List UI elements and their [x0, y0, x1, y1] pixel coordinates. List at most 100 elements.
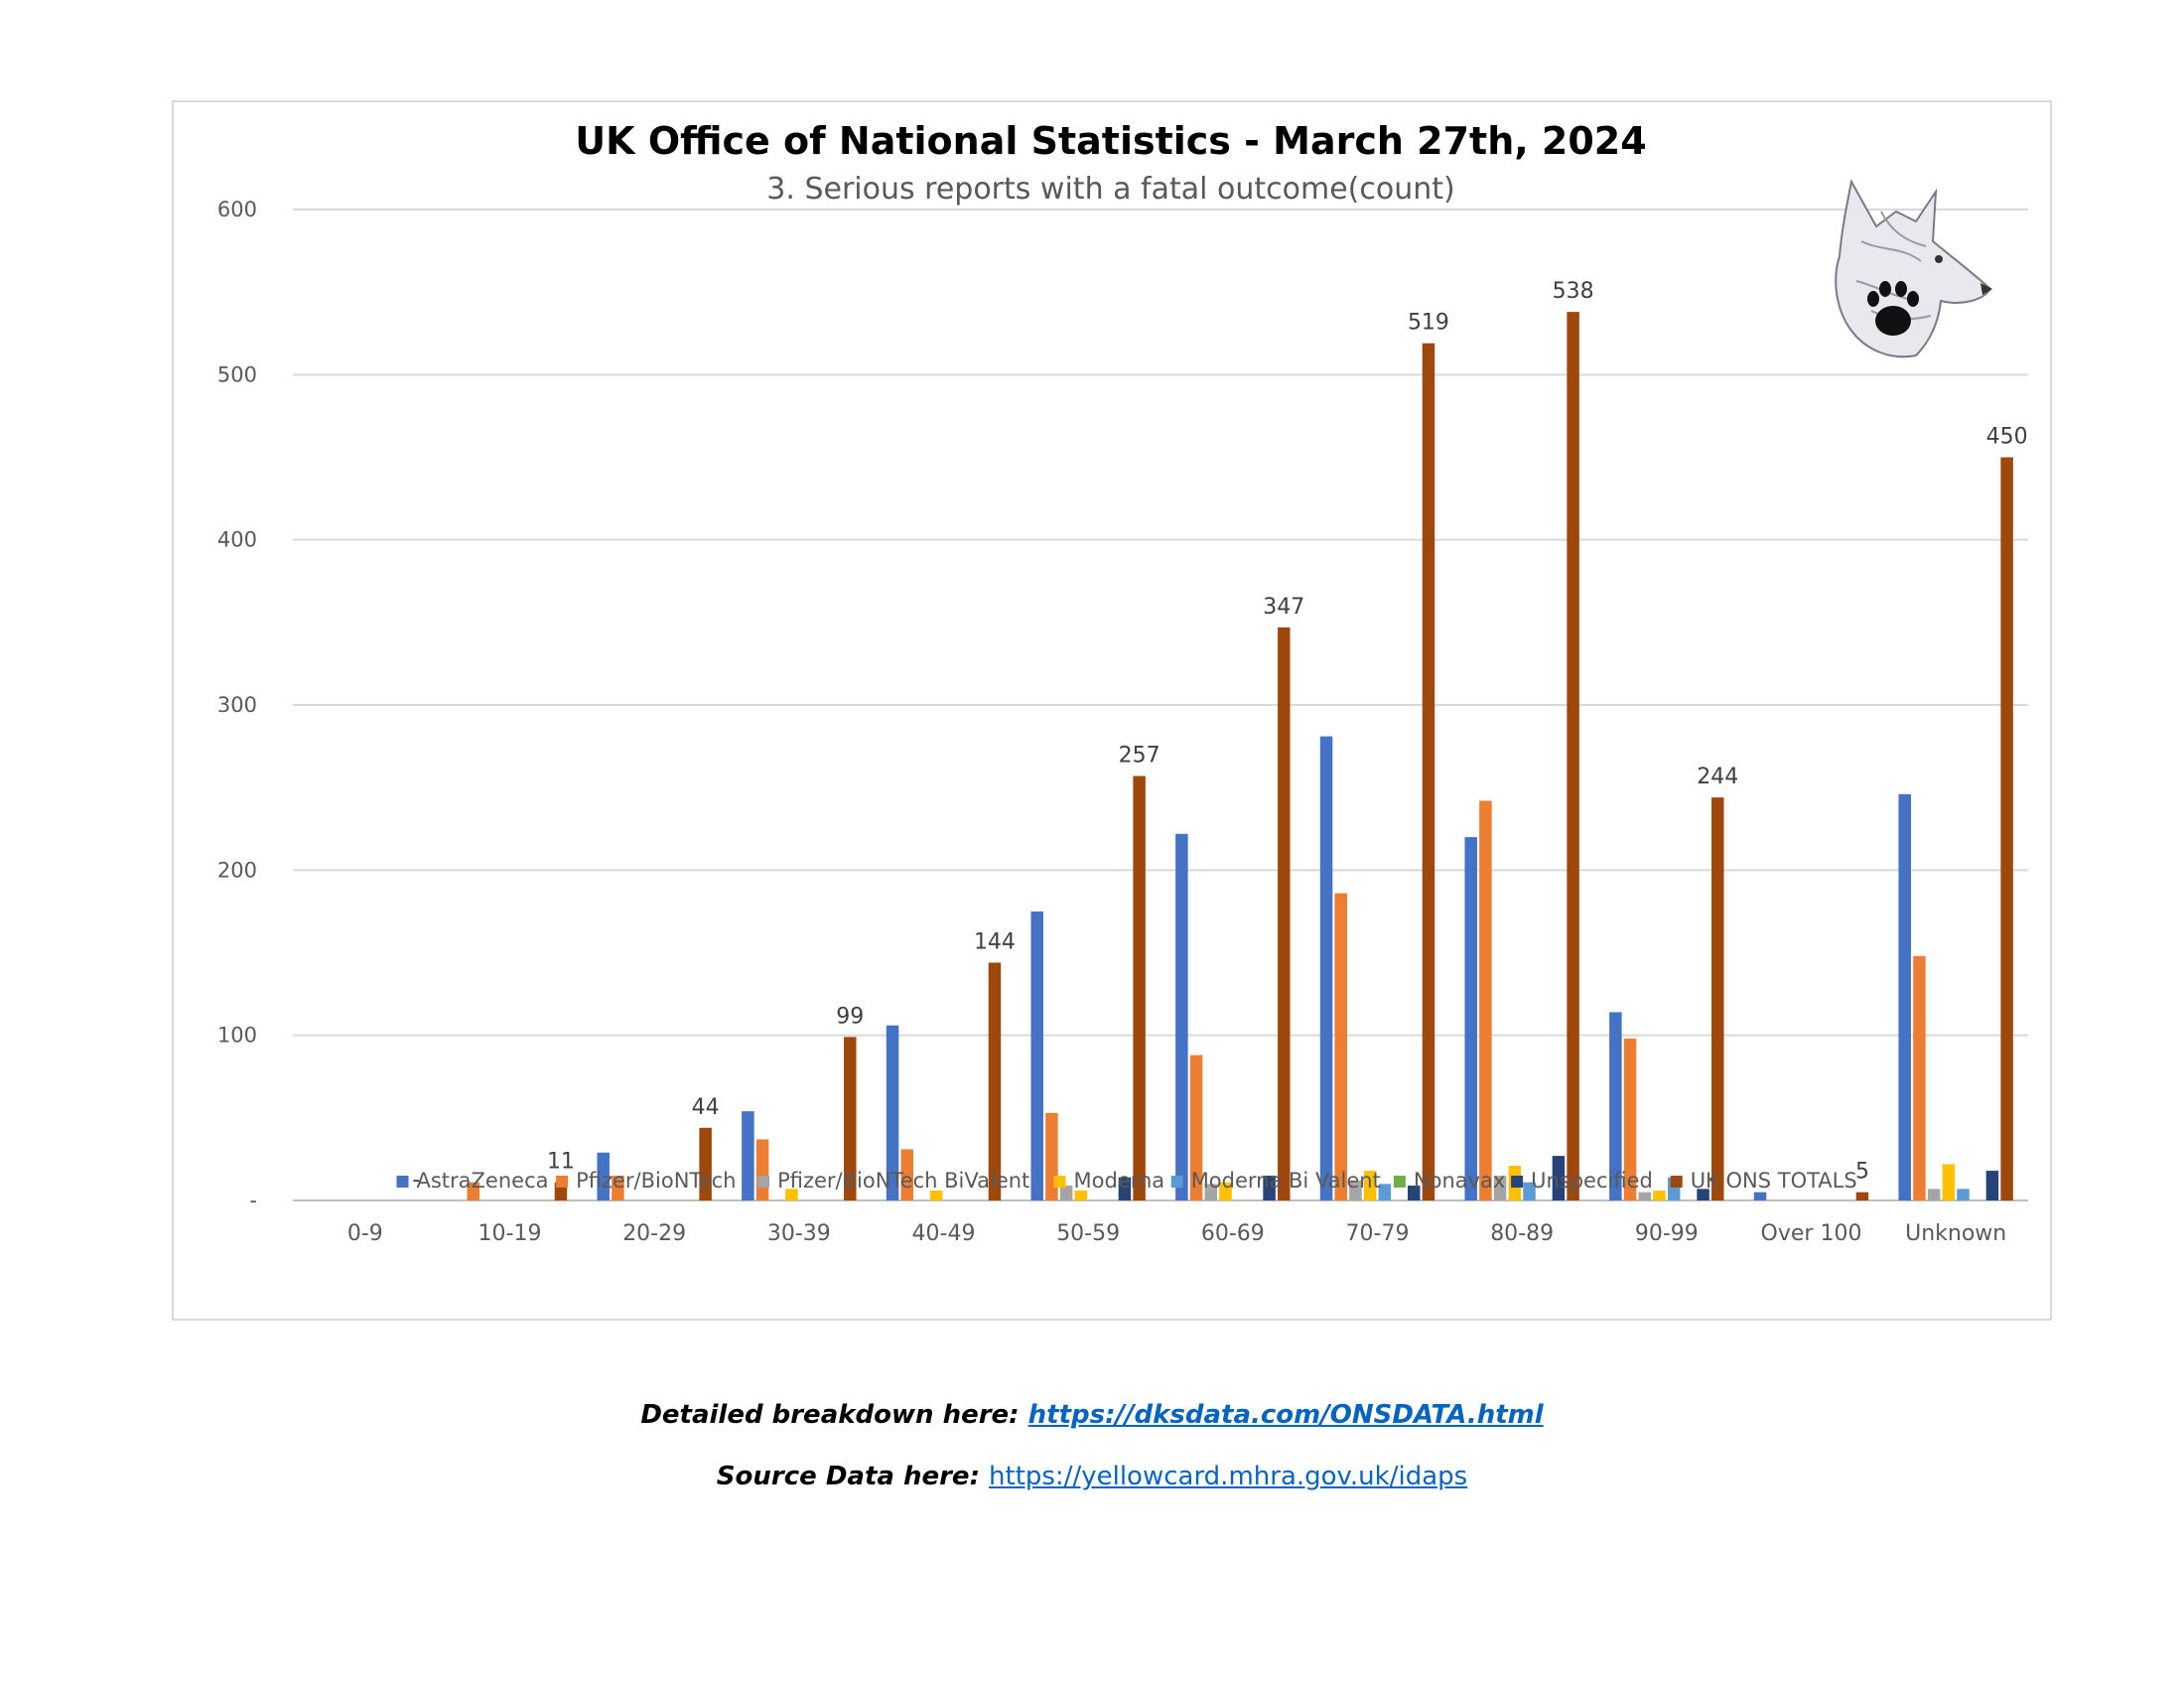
category-label: 30-39 [767, 1221, 831, 1246]
legend-item: Pfizer/BioNTech [556, 1169, 736, 1193]
bar [886, 1025, 899, 1200]
bar [597, 1152, 610, 1200]
category-label: 70-79 [1346, 1221, 1410, 1246]
source-line: Source Data here: https://yellowcard.mhr… [0, 1462, 2184, 1491]
category-label: 80-89 [1490, 1221, 1554, 1246]
bar [1408, 1186, 1421, 1200]
bar [1552, 1156, 1566, 1200]
total-data-label: 11 [547, 1150, 575, 1175]
bar [1711, 797, 1724, 1200]
bar [1189, 1055, 1203, 1200]
legend-label: Pfizer/BioNTech BiValent [777, 1169, 1029, 1193]
breakdown-line: Detailed breakdown here: https://dksdata… [0, 1400, 2184, 1430]
data-labels: - 11 44 99 144 257 347 519 538 244 5 450 [412, 279, 2027, 1193]
gridlines [293, 209, 2028, 1201]
bars [467, 312, 2013, 1200]
source-link[interactable]: https://yellowcard.mhra.gov.uk/idaps [989, 1462, 1468, 1491]
y-tick-label: - [249, 1189, 257, 1212]
legend-swatch [757, 1176, 770, 1188]
category-label: 40-49 [912, 1221, 976, 1246]
bar [1638, 1192, 1652, 1200]
bar [1319, 736, 1333, 1200]
total-data-label: 244 [1697, 765, 1738, 789]
legend-item: Pfizer/BioNTech BiValent [757, 1169, 1029, 1193]
category-label: 60-69 [1201, 1221, 1265, 1246]
bar [1464, 837, 1477, 1200]
bar [612, 1176, 624, 1200]
bar [1523, 1182, 1536, 1200]
category-label: 20-29 [622, 1221, 686, 1246]
breakdown-link[interactable]: https://dksdata.com/ONSDATA.html [1027, 1400, 1544, 1430]
total-data-label: 347 [1263, 595, 1304, 620]
y-tick-label: 600 [217, 198, 257, 221]
y-tick-label: 300 [217, 693, 257, 717]
bar [1957, 1189, 1970, 1200]
bar [742, 1111, 754, 1200]
bar [699, 1127, 712, 1200]
bar [1942, 1164, 1956, 1200]
y-tick-label: 500 [217, 362, 257, 386]
bar [1913, 955, 1926, 1200]
legend: AstraZeneca Pfizer/BioNTech Pfizer/BioNTec… [396, 1169, 1857, 1193]
bar [1493, 1176, 1507, 1200]
bar [1378, 1184, 1392, 1200]
legend-label: Nonavax [1414, 1169, 1505, 1193]
bar [1133, 775, 1146, 1200]
bar [1479, 800, 1492, 1200]
y-tick-label: 400 [217, 528, 257, 552]
bar [1175, 833, 1188, 1200]
bar [900, 1149, 913, 1200]
bar [1278, 627, 1291, 1200]
category-label: 0-9 [347, 1221, 383, 1246]
bar [988, 962, 1002, 1200]
category-label: 10-19 [478, 1221, 542, 1246]
bar [1030, 911, 1043, 1200]
legend-item: Nonavax [1393, 1169, 1505, 1193]
bar [467, 1182, 479, 1200]
legend-swatch [1393, 1176, 1406, 1188]
bar [1623, 1038, 1637, 1200]
chart-frame: UK Office of National Statistics - March… [172, 100, 2052, 1321]
bar [1898, 793, 1911, 1200]
bar [1985, 1171, 1999, 1200]
chart-subtitle: 3. Serious reports with a fatal outcome(… [766, 172, 1454, 207]
legend-item: UK ONS TOTALS [1670, 1169, 1857, 1193]
source-label: Source Data here: [716, 1462, 990, 1491]
category-label: 90-99 [1635, 1221, 1699, 1246]
y-tick-label: 100 [217, 1024, 257, 1048]
legend-label: Moderna Bi Valent [1191, 1169, 1381, 1193]
bar [1118, 1177, 1132, 1200]
total-data-label: 44 [692, 1095, 720, 1120]
category-label: Unknown [1905, 1221, 2006, 1246]
bar [1609, 1012, 1622, 1200]
legend-swatch [1511, 1176, 1524, 1188]
bar [1422, 343, 1435, 1200]
total-data-label: 450 [1986, 425, 2028, 450]
total-data-label: - [412, 1168, 420, 1193]
y-tick-label: 200 [217, 858, 257, 882]
total-data-label: 144 [974, 929, 1016, 954]
legend-item: Moderna Bi Valent [1170, 1169, 1381, 1193]
bar [1059, 1186, 1073, 1200]
category-label: Over 100 [1761, 1221, 1862, 1246]
total-data-label: 99 [836, 1004, 864, 1029]
bar [1263, 1176, 1276, 1200]
legend-swatch [1670, 1176, 1683, 1188]
legend-item: Moderna [1053, 1169, 1164, 1193]
legend-swatch [1170, 1176, 1183, 1188]
x-axis: 0-9 10-19 20-29 30-39 40-49 50-59 60-69 70-79 80… [347, 1221, 2006, 1246]
bar [785, 1189, 798, 1200]
bar [1753, 1192, 1767, 1200]
bar [1697, 1189, 1709, 1200]
legend-label: UK ONS TOTALS [1691, 1169, 1857, 1193]
breakdown-label: Detailed breakdown here: [640, 1400, 1028, 1430]
bar [1219, 1182, 1232, 1200]
total-data-label: 519 [1408, 311, 1449, 336]
bar [844, 1037, 857, 1200]
legend-label: AstraZeneca [417, 1169, 549, 1193]
bar [1653, 1191, 1666, 1200]
legend-item: AstraZeneca [396, 1169, 549, 1193]
legend-swatch [396, 1176, 409, 1188]
bar [755, 1139, 769, 1200]
total-data-label: 257 [1119, 744, 1160, 769]
